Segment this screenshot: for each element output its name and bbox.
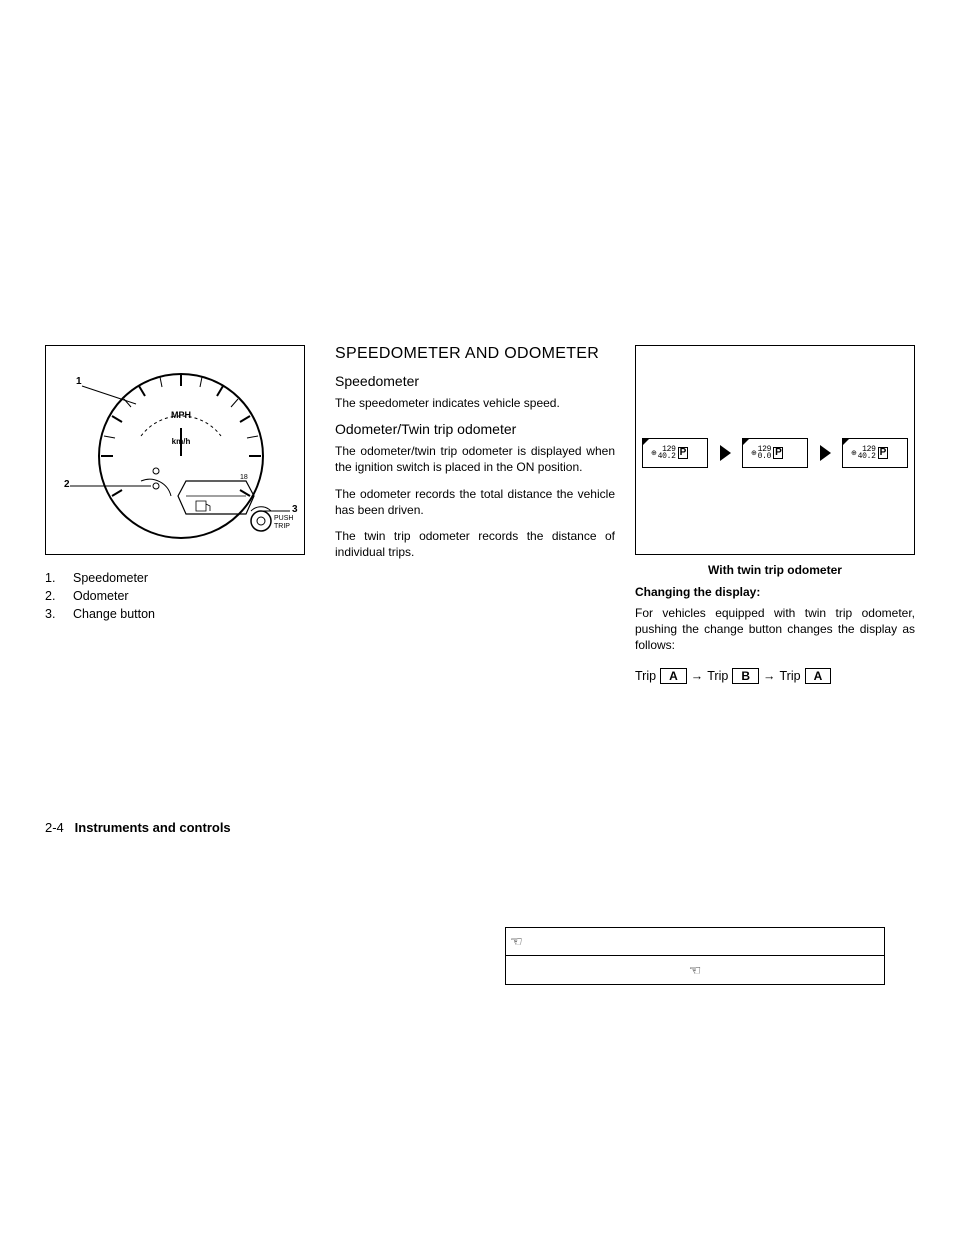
paragraph: The speedometer indicates vehicle speed. <box>335 395 615 411</box>
legend-label: Odometer <box>73 587 129 605</box>
sub-heading: Changing the display: <box>635 585 915 599</box>
trip-box: A <box>660 668 687 684</box>
page-footer: 2-4 Instruments and controls <box>45 820 231 835</box>
trip-odometer-figure: ⊕ 12940.2 P ⊕ 1290.0 P <box>635 345 915 555</box>
gauge-small-num: 18 <box>240 474 248 481</box>
arrow-icon <box>820 445 831 461</box>
legend-row: 3.Change button <box>45 605 315 623</box>
callout-1: 1 <box>76 376 82 387</box>
section-heading: SPEEDOMETER AND ODOMETER <box>335 345 615 363</box>
paragraph: The odometer/twin trip odometer is displ… <box>335 443 615 475</box>
nav-box: ☞ ☜ <box>505 927 885 985</box>
legend-label: Speedometer <box>73 569 148 587</box>
figure-caption: With twin trip odometer <box>635 563 915 577</box>
trip-box: B <box>732 668 759 684</box>
callout-2: 2 <box>64 479 70 490</box>
hand-left-icon: ☜ <box>689 962 702 979</box>
display-panel: ⊕ 12940.2 P <box>642 438 708 468</box>
legend-row: 1.Speedometer <box>45 569 315 587</box>
arrow-icon <box>720 445 731 461</box>
paragraph: The twin trip odometer records the dista… <box>335 528 615 560</box>
trip-sequence: TripA → TripB → TripA <box>635 668 915 684</box>
paragraph: The odometer records the total distance … <box>335 486 615 518</box>
subheading-odometer: Odometer/Twin trip odometer <box>335 421 615 437</box>
columns: 18 PUSH TRIP MPH km/h 1 2 <box>45 345 915 684</box>
callout-3: 3 <box>292 504 298 515</box>
display-panel: ⊕ 12940.2 P <box>842 438 908 468</box>
unit-mph: MPH <box>171 410 191 420</box>
page-content: 18 PUSH TRIP MPH km/h 1 2 <box>45 345 915 684</box>
right-column: ⊕ 12940.2 P ⊕ 1290.0 P <box>635 345 915 684</box>
display-panel: ⊕ 1290.0 P <box>742 438 808 468</box>
gauge-trip-label: TRIP <box>274 523 290 530</box>
subheading-speedometer: Speedometer <box>335 373 615 389</box>
gauge-push-label: PUSH <box>274 515 293 522</box>
middle-column: SPEEDOMETER AND ODOMETER Speedometer The… <box>335 345 615 684</box>
legend-label: Change button <box>73 605 155 623</box>
hand-right-icon: ☞ <box>510 933 523 950</box>
speedometer-figure: 18 PUSH TRIP MPH km/h 1 2 <box>45 345 305 555</box>
trip-box: A <box>805 668 832 684</box>
left-column: 18 PUSH TRIP MPH km/h 1 2 <box>45 345 315 684</box>
figure-legend: 1.Speedometer 2.Odometer 3.Change button <box>45 569 315 623</box>
paragraph: For vehicles equipped with twin trip odo… <box>635 605 915 654</box>
legend-row: 2.Odometer <box>45 587 315 605</box>
page-number: 2-4 <box>45 820 64 835</box>
section-name: Instruments and controls <box>75 820 231 835</box>
